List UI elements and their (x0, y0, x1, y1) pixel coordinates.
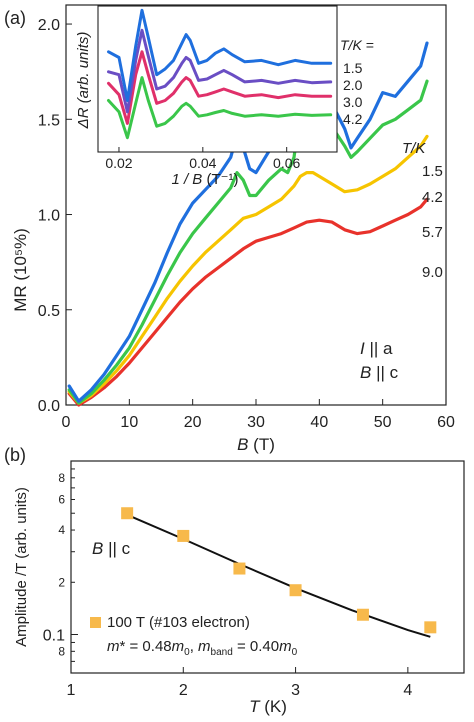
main-x-axis-symbol: B (237, 435, 248, 454)
amplitude-legend-marker (90, 617, 101, 628)
inset-series-3-0K (107, 50, 333, 125)
inset-legend-item-2-0: 2.0 (343, 77, 363, 93)
amplitude-x-axis-label: T (K) (249, 697, 287, 716)
inset-legend-title: T/K = (340, 37, 374, 53)
panel-b-label: (b) (4, 445, 26, 465)
amplitude-plot-frame (70, 460, 465, 674)
main-x-tick-label: 40 (310, 414, 328, 431)
panel-a-label: (a) (4, 8, 26, 28)
inset-x-axis-label: 1 / B (T⁻¹) (171, 171, 238, 188)
annotation-field-symbol: B (360, 363, 371, 382)
main-y-tick-label: 1.0 (38, 208, 60, 225)
main-x-tick-label: 10 (120, 414, 138, 431)
amplitude-annotation-rest: || c (108, 539, 131, 558)
amplitude-y-tick-label: 4 (58, 523, 65, 537)
inset-x-axis-symbol: 1 / B (171, 171, 202, 188)
inset-series-4-2K (107, 76, 333, 140)
fit-m-star-symbol: m (107, 638, 120, 655)
main-legend-item-4-2: 4.2 (422, 189, 443, 206)
fit-m0-symbol-a: m (172, 638, 185, 655)
amplitude-x-tick-label: 4 (403, 682, 412, 699)
fit-m-star-value: * = 0.48 (120, 638, 172, 655)
amplitude-x-tick-label: 1 (67, 682, 76, 699)
fit-mband-symbol: m (198, 638, 211, 655)
main-x-axis-label: B (T) (237, 435, 275, 454)
main-x-tick-label: 20 (184, 414, 202, 431)
main-y-tick-label: 0.0 (38, 398, 60, 415)
amplitude-x-axis-unit: (K) (264, 697, 287, 716)
inset-legend-item-1-5: 1.5 (343, 60, 363, 76)
main-legend-item-9-0: 9.0 (422, 264, 443, 281)
series-5-7K (67, 134, 429, 405)
amplitude-y-tick-label: 2 (58, 575, 65, 589)
annotation-current-rest: || a (369, 339, 393, 358)
main-annotation-current: I || a (360, 339, 393, 358)
amplitude-y-axis-label: Amplitude /T (arb. units) (13, 487, 30, 647)
amplitude-points-group (121, 507, 437, 634)
data-point (233, 562, 246, 575)
main-x-tick-label: 0 (62, 414, 71, 431)
main-y-tick-label: 2.0 (38, 17, 60, 34)
amplitude-annotation-symbol: B (92, 539, 103, 558)
amplitude-x-axis-symbol: T (249, 697, 261, 716)
inset-x-axis-unit: (T⁻¹) (206, 171, 238, 188)
inset-x-tick-label: 0.06 (273, 155, 300, 171)
inset-x-tick-label: 0.04 (189, 155, 216, 171)
series-1-5K (67, 30, 429, 403)
main-y-axis-label: MR (10⁵%) (11, 228, 30, 312)
main-x-axis-unit: (T) (253, 435, 275, 454)
amplitude-x-tick-label: 2 (179, 682, 188, 699)
series-9-0K (67, 197, 429, 407)
main-legend-title: T/K (402, 140, 426, 157)
main-legend-item-5-7: 5.7 (422, 224, 443, 241)
amplitude-y-tick-label: 0.1 (43, 628, 65, 645)
data-point (121, 507, 134, 520)
inset-axis-ticks: 0.02 0.04 0.06 (105, 147, 301, 171)
series-4-2K (67, 79, 429, 405)
amplitude-y-tick-label: 6 (58, 492, 65, 506)
main-x-tick-label: 50 (374, 414, 392, 431)
inset-series-group (107, 8, 333, 140)
inset-series-2-0K (107, 28, 333, 114)
data-point (356, 608, 369, 621)
main-x-tick-label: 60 (437, 414, 455, 431)
fit-mband-value: = 0.40 (233, 638, 279, 655)
amplitude-x-tick-label: 3 (291, 682, 300, 699)
main-annotation-field: B || c (360, 363, 399, 382)
mr-main-plot: 0 10 20 30 40 50 600.00.51.01.52.0 MR (10⁵%) B… (11, 4, 455, 454)
fit-m0-symbol-b: m (279, 638, 292, 655)
data-point (289, 584, 302, 597)
main-x-tick-label: 30 (247, 414, 265, 431)
data-point (424, 621, 437, 634)
amplitude-legend-label: 100 T (#103 electron) (107, 614, 250, 631)
amplitude-fit-label: m* = 0.48m0, mband = 0.40m0 (107, 638, 298, 658)
amplitude-annotation: B || c (92, 539, 131, 558)
inset-legend-item-3-0: 3.0 (343, 94, 363, 110)
main-y-tick-label: 0.5 (38, 303, 60, 320)
main-axis-ticks: 0 10 20 30 40 50 600.00.51.01.52.0 (38, 17, 455, 431)
inset-x-tick-label: 0.02 (105, 155, 132, 171)
amplitude-y-tick-label: 8 (58, 471, 65, 485)
inset-y-axis-label: ΔR (arb. units) (75, 32, 92, 130)
main-series-group (67, 30, 429, 407)
fit-m0-subscript-a: 0 (184, 647, 190, 658)
inset-series-1-5K (107, 8, 333, 102)
fit-mband-subscript: band (211, 647, 233, 658)
annotation-field-rest: || c (376, 363, 399, 382)
main-y-tick-label: 1.5 (38, 112, 60, 129)
data-point (177, 529, 190, 542)
inset-legend-item-4-2: 4.2 (343, 111, 363, 127)
main-legend-item-1-5: 1.5 (422, 163, 443, 180)
fit-m0-subscript-b: 0 (292, 647, 298, 658)
annotation-current-symbol: I (360, 339, 365, 358)
inset-plot: 0.02 0.04 0.06 ΔR (arb. units) 1 / B (T⁻¹)… (75, 5, 374, 188)
amplitude-y-tick-label: 8 (58, 644, 65, 658)
fit-separator: , (190, 638, 198, 655)
